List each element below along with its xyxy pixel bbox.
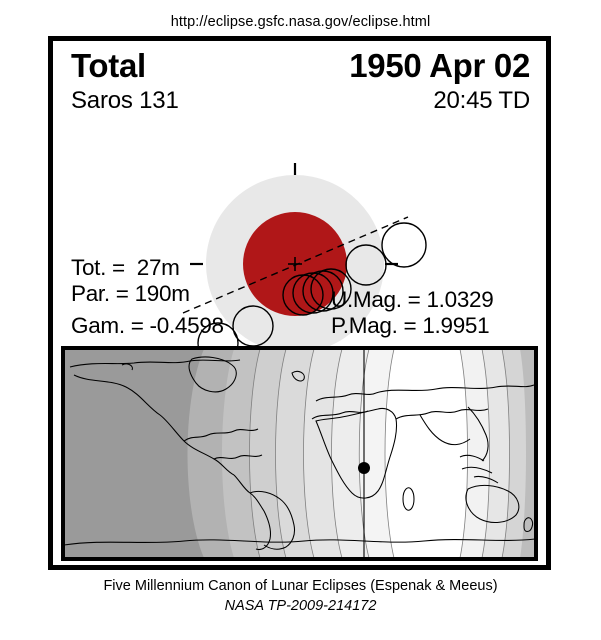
umbral-magnitude: U.Mag. = 1.0329 [331, 287, 494, 312]
shadow-diagram [53, 101, 546, 351]
coastline [64, 356, 535, 550]
publication-id: NASA TP-2009-214172 [224, 598, 377, 614]
visibility-world-map [61, 346, 538, 561]
publication-title: Five Millennium Canon of Lunar Eclipses … [103, 578, 498, 594]
eclipse-time: 20:45 TD [433, 87, 530, 114]
visibility-band [520, 349, 535, 558]
moon-disk [197, 322, 239, 351]
visibility-band-night [64, 349, 204, 558]
saros-series-label: Saros 131 [71, 87, 179, 114]
map-border [64, 349, 535, 558]
totality-duration: Tot. = 27m [71, 255, 180, 280]
eclipse-date: 1950 Apr 02 [349, 47, 530, 84]
gamma-value: Gam. = -0.4598 [71, 313, 224, 338]
partial-duration: Par. = 190m [71, 281, 190, 306]
penumbral-magnitude: P.Mag. = 1.9951 [331, 313, 490, 338]
moon-disk [310, 268, 352, 310]
eclipse-type-title: Total [71, 47, 146, 84]
moon-disk [381, 222, 427, 268]
moon-disk [345, 244, 387, 286]
band-contour [249, 349, 510, 558]
zenith-point-marker [358, 462, 370, 474]
shadow-center-crosshair [288, 257, 302, 271]
header: Total Saros 131 1950 Apr 02 20:45 TD [53, 41, 546, 114]
eclipse-panel: Total Saros 131 1950 Apr 02 20:45 TD [48, 36, 551, 570]
source-url: http://eclipse.gsfc.nasa.gov/eclipse.htm… [170, 14, 431, 30]
